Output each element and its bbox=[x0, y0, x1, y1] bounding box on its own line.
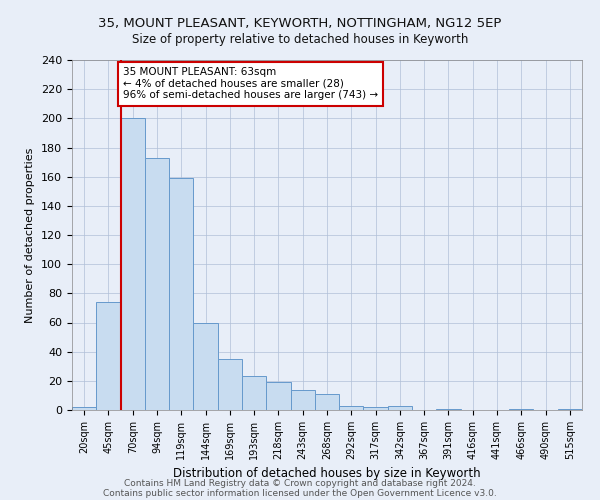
Bar bbox=[145, 158, 169, 410]
X-axis label: Distribution of detached houses by size in Keyworth: Distribution of detached houses by size … bbox=[173, 468, 481, 480]
Bar bbox=[242, 376, 266, 410]
Bar bbox=[290, 390, 315, 410]
Bar bbox=[315, 394, 339, 410]
Bar bbox=[121, 118, 145, 410]
Bar bbox=[72, 407, 96, 410]
Bar bbox=[169, 178, 193, 410]
Bar bbox=[558, 408, 582, 410]
Bar bbox=[193, 322, 218, 410]
Bar bbox=[339, 406, 364, 410]
Y-axis label: Number of detached properties: Number of detached properties bbox=[25, 148, 35, 322]
Text: 35 MOUNT PLEASANT: 63sqm
← 4% of detached houses are smaller (28)
96% of semi-de: 35 MOUNT PLEASANT: 63sqm ← 4% of detache… bbox=[123, 68, 378, 100]
Bar bbox=[509, 408, 533, 410]
Bar bbox=[96, 302, 121, 410]
Bar bbox=[436, 408, 461, 410]
Bar bbox=[364, 407, 388, 410]
Bar bbox=[218, 359, 242, 410]
Text: Contains HM Land Registry data © Crown copyright and database right 2024.: Contains HM Land Registry data © Crown c… bbox=[124, 478, 476, 488]
Bar bbox=[266, 382, 290, 410]
Text: 35, MOUNT PLEASANT, KEYWORTH, NOTTINGHAM, NG12 5EP: 35, MOUNT PLEASANT, KEYWORTH, NOTTINGHAM… bbox=[98, 18, 502, 30]
Text: Size of property relative to detached houses in Keyworth: Size of property relative to detached ho… bbox=[132, 32, 468, 46]
Bar bbox=[388, 406, 412, 410]
Text: Contains public sector information licensed under the Open Government Licence v3: Contains public sector information licen… bbox=[103, 488, 497, 498]
